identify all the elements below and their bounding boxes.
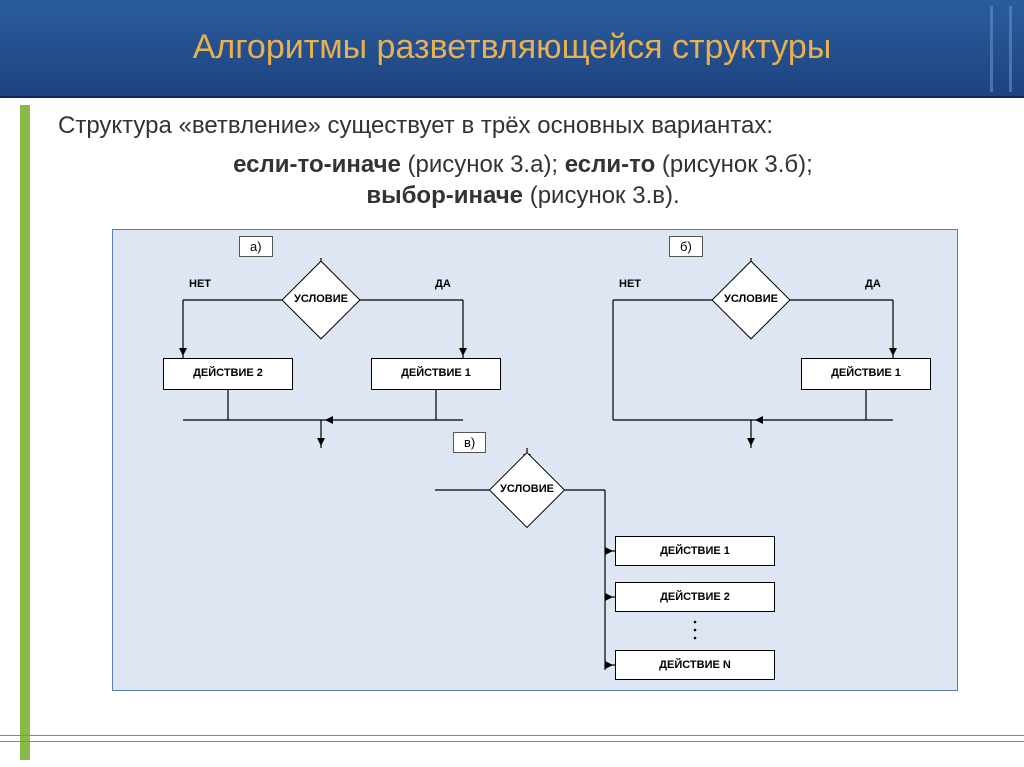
- action1-b: ДЕЙСТВИЕ 1: [801, 358, 931, 390]
- no-label-b: НЕТ: [619, 278, 641, 290]
- variant-2-bold: если-то: [565, 151, 655, 178]
- condition-diamond-b: [711, 261, 790, 340]
- left-accent-bar: [20, 105, 30, 760]
- header-decor-lines: [990, 6, 1012, 92]
- bottom-line-1: [0, 735, 1024, 736]
- slide-title: Алгоритмы разветвляющейся структуры: [193, 28, 832, 67]
- intro-text: Структура «ветвление» существует в трёх …: [58, 112, 988, 141]
- content-area: Структура «ветвление» существует в трёх …: [0, 98, 1024, 691]
- action2-a: ДЕЙСТВИЕ 2: [163, 358, 293, 390]
- variant-1-bold: если-то-иначе: [233, 151, 401, 178]
- variant-3-bold: выбор-иначе: [366, 182, 523, 209]
- condition-diamond-v: [489, 452, 565, 528]
- variants-line: если-то-иначе (рисунок 3.а); если-то (ри…: [58, 149, 988, 211]
- yes-label-a: ДА: [435, 278, 451, 290]
- action1-v: ДЕЙСТВИЕ 1: [615, 536, 775, 566]
- actionN-v: ДЕЙСТВИЕ N: [615, 650, 775, 680]
- yes-label-b: ДА: [865, 278, 881, 290]
- action1-a: ДЕЙСТВИЕ 1: [371, 358, 501, 390]
- variant-1-tail: (рисунок 3.а);: [401, 151, 565, 178]
- condition-diamond-a: [281, 261, 360, 340]
- flowchart-label-b: б): [669, 236, 703, 257]
- variant-2-tail: (рисунок 3.б);: [655, 151, 813, 178]
- flowchart-label-a: а): [239, 236, 273, 257]
- no-label-a: НЕТ: [189, 278, 211, 290]
- bottom-line-2: [0, 741, 1024, 742]
- variant-3-tail: (рисунок 3.в).: [523, 182, 680, 209]
- flowchart-label-v: в): [453, 432, 486, 453]
- slide-header: Алгоритмы разветвляющейся структуры: [0, 0, 1024, 98]
- flowchart-panel: а)УСЛОВИЕНЕТДАДЕЙСТВИЕ 1ДЕЙСТВИЕ 2б)УСЛО…: [112, 229, 958, 691]
- action2-v: ДЕЙСТВИЕ 2: [615, 582, 775, 612]
